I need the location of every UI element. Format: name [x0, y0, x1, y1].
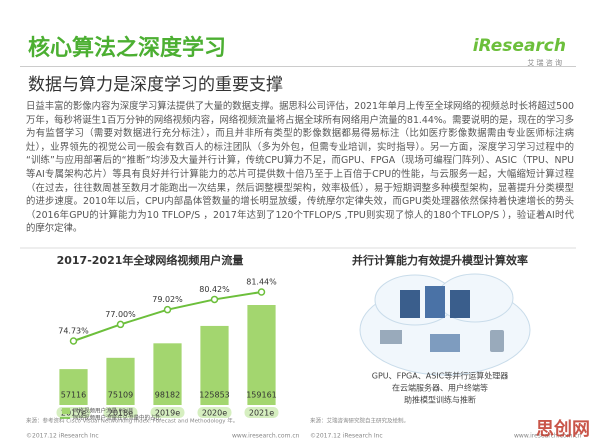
bar-label: 98182 [155, 391, 180, 400]
legend-label: 网络视频用户流量 PB/月 [73, 407, 133, 415]
line-point [210, 295, 219, 304]
footer: www.iresearch.com.cn [232, 433, 300, 440]
line-point [257, 288, 266, 296]
bar [153, 343, 182, 405]
page-title: 核心算法之深度学习 [28, 36, 227, 61]
bar-label: 125853 [199, 391, 230, 400]
subtitle: 数据与算力是深度学习的重要支撑 [28, 75, 283, 95]
bar-label: 159161 [246, 391, 277, 400]
chart-title: 2017-2021年全球网络视频用户流量 [57, 253, 244, 267]
caption: GPU、FPGA、ASIC等并行运算处理器 [372, 371, 508, 381]
bar [200, 325, 229, 405]
line-label: 80.42% [199, 285, 230, 294]
x-tick-label: 2021e [249, 409, 274, 418]
line-label: 81.44% [246, 278, 277, 287]
line-label: 77.00% [105, 310, 136, 319]
x-tick-label: 2017e [61, 409, 86, 418]
bar-label: 75109 [108, 391, 133, 400]
footer: ©2017.12 iResearch Inc [310, 433, 383, 440]
x-tick-label: 2019e [155, 409, 180, 418]
line-point [163, 305, 172, 314]
x-label-bg [150, 407, 185, 418]
x-label-bg [197, 407, 232, 418]
diagram-title: 并行计算能力有效提升模型计算效率 [352, 253, 528, 267]
bar [247, 305, 276, 405]
bar-label: 57116 [61, 391, 86, 400]
divider [20, 66, 576, 67]
logo: iResearch [472, 36, 566, 56]
x-label-bg [244, 407, 279, 418]
x-tick-label: 2018e [108, 409, 133, 418]
source: 来源：艾瑞咨询研究院自主研究及绘制。 [310, 417, 409, 425]
legend-swatch [62, 408, 70, 414]
watermark: 思创网 [536, 418, 590, 440]
line-point [116, 320, 125, 329]
bar [59, 369, 88, 405]
source: 来源：参考资料 Cisco Visual Networking Index: F… [26, 417, 238, 425]
logo-sub: 艾 瑞 咨 询 [527, 59, 562, 67]
bar [106, 357, 135, 405]
caption: 在云端服务器、用户终端等 [392, 383, 488, 393]
x-tick-label: 2020e [202, 409, 227, 418]
footer: www.iresearch.com.cn [514, 433, 582, 440]
footer: ©2017.12 iResearch Inc [26, 433, 99, 440]
legend-label: 网络视频用户流量在总流量中的占比 [73, 414, 162, 422]
cloud-diagram [359, 273, 531, 376]
body-text: 日益丰富的影像内容为深度学习算法提供了大量的数据支撑。据思科公司评估，2021年… [26, 101, 575, 235]
x-label-bg [103, 407, 138, 418]
line-label: 79.02% [152, 295, 183, 304]
caption: 助推模型训练与推断 [404, 395, 476, 405]
line-point [69, 337, 78, 345]
line-label: 74.73% [58, 327, 89, 336]
